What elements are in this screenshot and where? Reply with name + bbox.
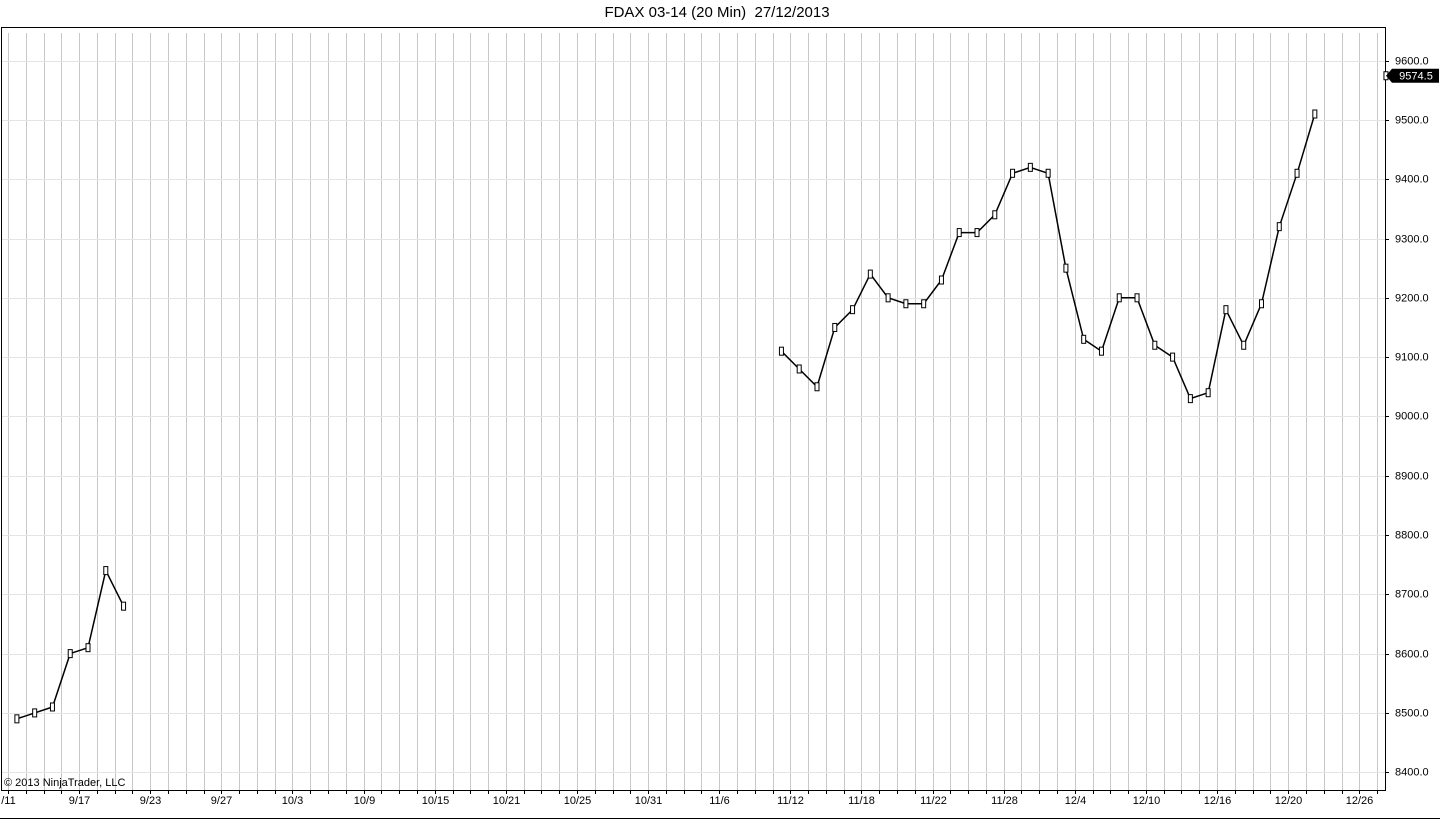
price-bar: [1187, 394, 1193, 404]
x-tick-label: 9/27: [211, 795, 232, 807]
x-tick-label: 11/18: [848, 795, 875, 807]
y-tick-label: 9200.0: [1395, 292, 1429, 304]
y-tick-label: 8900.0: [1395, 470, 1429, 482]
price-bar: [867, 269, 873, 279]
y-tick-label: 8400.0: [1395, 766, 1429, 778]
price-bar: [67, 649, 73, 659]
y-tick-label: 8500.0: [1395, 707, 1429, 719]
price-bar: [814, 382, 820, 392]
x-tick-label: 11/28: [991, 795, 1018, 807]
x-tick-label: 12/10: [1133, 795, 1161, 807]
price-bar: [1010, 168, 1016, 178]
x-tick-label: 11/22: [920, 795, 947, 807]
price-bar: [121, 601, 127, 611]
price-bar: [903, 299, 909, 309]
price-bar: [1134, 293, 1140, 303]
price-bar: [1170, 352, 1176, 362]
price-bar: [103, 566, 109, 576]
x-tick-label: 10/9: [354, 795, 375, 807]
price-bar: [49, 702, 55, 712]
price-bar: [1276, 222, 1282, 232]
price-bar: [1045, 168, 1051, 178]
price-bar: [885, 293, 891, 303]
price-bar: [14, 714, 20, 724]
price-bar: [956, 228, 962, 238]
y-tick-label: 9500.0: [1395, 114, 1429, 126]
y-tick-label: 8800.0: [1395, 529, 1429, 541]
price-bar: [938, 275, 944, 285]
price-bar: [1258, 299, 1264, 309]
price-bar: [1098, 346, 1104, 356]
x-tick-label: 10/25: [564, 795, 592, 807]
price-bar: [1241, 340, 1247, 350]
last-price-tag: [1386, 68, 1439, 83]
x-tick-label: 9/17: [69, 795, 90, 807]
watermark: © 2013 NinjaTrader, LLC: [4, 777, 125, 789]
x-tick-label: 9/23: [140, 795, 161, 807]
x-tick-label: 12/4: [1065, 795, 1086, 807]
price-bar: [1312, 109, 1318, 119]
y-tick-label: 9400.0: [1395, 173, 1429, 185]
price-bar: [32, 708, 38, 718]
price-bar: [974, 228, 980, 238]
x-tick-label: 10/31: [635, 795, 663, 807]
price-bar: [1027, 162, 1033, 172]
plot-frame: [1, 27, 1386, 791]
grid: [2, 33, 1385, 790]
y-tick-label: 9000.0: [1395, 410, 1429, 422]
y-tick-label: 8700.0: [1395, 588, 1429, 600]
price-bar: [1081, 334, 1087, 344]
price-bar: [921, 299, 927, 309]
price-bar: [850, 305, 856, 315]
price-bar: [85, 643, 91, 653]
x-tick-label: 11/6: [709, 795, 730, 807]
x-tick-label: 12/26: [1346, 795, 1374, 807]
price-bar: [1205, 388, 1211, 398]
x-tick-label: 11/12: [777, 795, 804, 807]
price-bar: [1294, 168, 1300, 178]
y-tick-label: 9600.0: [1395, 55, 1429, 67]
x-tick-label: 10/15: [422, 795, 450, 807]
price-bar: [796, 364, 802, 374]
price-bar: [1063, 263, 1069, 273]
x-tick-label: 10/21: [493, 795, 521, 807]
price-bar: [1116, 293, 1122, 303]
price-bar: [1152, 340, 1158, 350]
price-bar: [1223, 305, 1229, 315]
y-tick-label: 9100.0: [1395, 351, 1429, 363]
last-price-label: 9574.5: [1399, 71, 1433, 83]
x-tick-label: 10/3: [282, 795, 303, 807]
x-tick-label: 12/20: [1275, 795, 1303, 807]
price-bar: [832, 322, 838, 332]
price-bar: [992, 210, 998, 220]
y-tick-label: 8600.0: [1395, 648, 1429, 660]
chart-title: FDAX 03-14 (20 Min) 27/12/2013: [604, 4, 829, 21]
y-tick-label: 9300.0: [1395, 233, 1429, 245]
x-tick-label: /11: [1, 795, 15, 807]
x-tick-label: 12/16: [1204, 795, 1232, 807]
price-bar: [778, 346, 784, 356]
